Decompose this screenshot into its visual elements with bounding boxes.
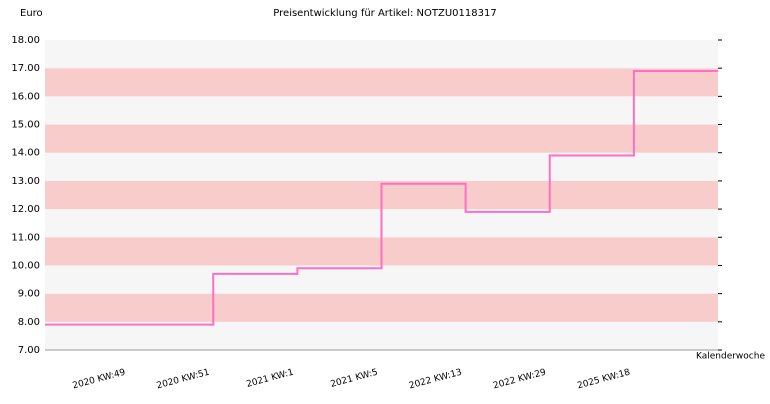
y-tick-label: 16.00 [11,91,40,102]
y-tick-label: 11.00 [11,232,40,243]
y-tick-label: 10.00 [11,260,40,271]
y-tick-label: 7.00 [18,345,40,356]
y-tick-label: 18.00 [11,35,40,46]
x-axis-label: Kalenderwoche [696,352,765,362]
band [45,96,718,125]
band [45,321,718,350]
price-line [45,70,718,326]
band [45,293,718,322]
y-tick-label: 17.00 [11,63,40,74]
x-tick-label: 2020 KW:49 [72,368,127,392]
band [45,124,718,153]
x-tick-label: 2021 KW:1 [245,368,294,390]
band [45,152,718,181]
y-tick-label: 15.00 [11,120,40,131]
y-tick-label: 14.00 [11,148,40,159]
x-tick-label: 2022 KW:13 [408,368,463,392]
x-tick-label: 2021 KW:5 [330,368,379,390]
y-tick-label: 12.00 [11,204,40,215]
y-tick-label: 9.00 [18,289,40,300]
band [45,40,718,69]
x-tick-label: 2022 KW:29 [492,368,547,392]
x-tick-label: 2020 KW:51 [156,368,211,392]
y-axis-label: Euro [20,8,43,19]
y-tick-label: 13.00 [11,176,40,187]
y-tick-label: 8.00 [18,317,40,328]
x-tick-label: 2025 KW:18 [576,368,631,392]
chart-title: Preisentwicklung für Artikel: NOTZU01183… [273,8,496,19]
band [45,68,718,97]
band [45,265,718,294]
